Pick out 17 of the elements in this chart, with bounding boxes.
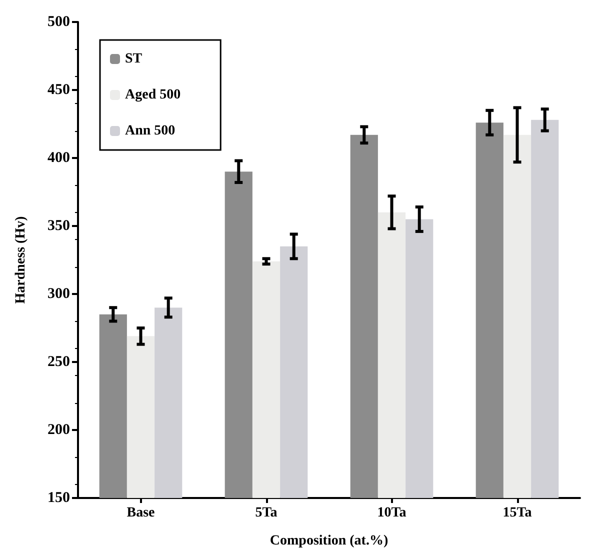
y-tick-label: 400 [48, 150, 70, 166]
x-tick-label: Base [126, 506, 155, 520]
y-tick-label: 500 [48, 14, 70, 30]
y-tick-label: 300 [48, 286, 70, 302]
legend-label: ST [125, 52, 143, 66]
y-tick-label: 350 [48, 218, 70, 234]
y-tick-label: 250 [48, 354, 70, 370]
x-tick-label: 10Ta [377, 506, 406, 520]
x-tick-label: 5Ta [255, 506, 278, 520]
y-axis-title: Hardness (Hv) [14, 216, 28, 304]
y-tick-label: 450 [48, 82, 70, 98]
y-tick-label: 200 [48, 422, 70, 438]
y-tick-label: 150 [48, 490, 70, 506]
x-axis-title: Composition (at.%) [270, 534, 388, 548]
x-tick-label: 15Ta [502, 506, 532, 520]
legend-label: Aged 500 [125, 88, 181, 102]
legend-label: Ann 500 [125, 124, 176, 138]
